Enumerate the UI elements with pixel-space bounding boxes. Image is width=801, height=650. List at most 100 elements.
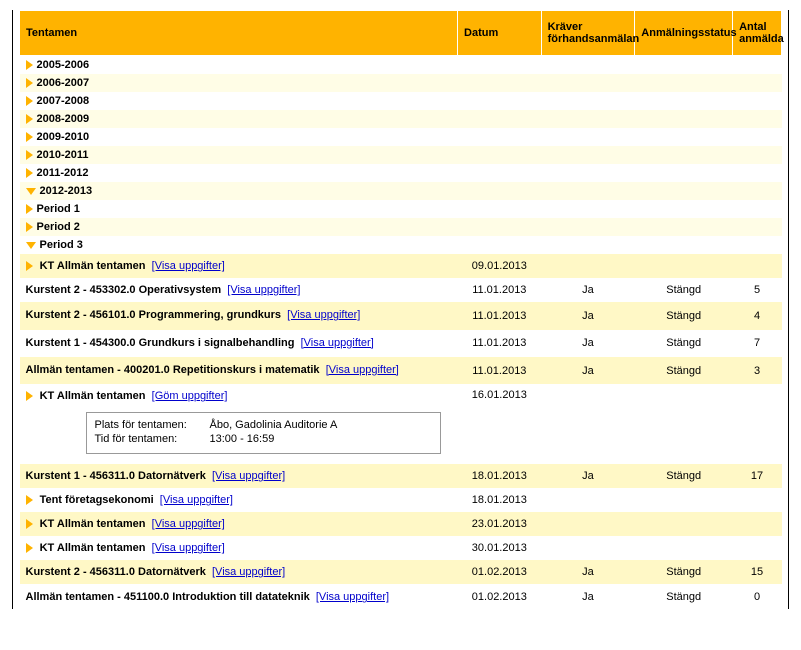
exam-count: 4 (733, 302, 782, 329)
exam-count: 15 (733, 560, 782, 584)
exam-row: Kurstent 2 - 456311.0 Datornätverk [Visa… (20, 560, 782, 584)
exam-row: Kurstent 1 - 454300.0 Grundkurs i signal… (20, 330, 782, 357)
details-place-value: Åbo, Gadolinia Auditorie A (210, 419, 338, 431)
expand-icon (26, 150, 33, 160)
exam-title: Allmän tentamen - 451100.0 Introduktion … (26, 591, 310, 603)
exam-status: Stängd (635, 278, 733, 302)
exam-count: 17 (733, 464, 782, 488)
collapse-icon (26, 188, 36, 195)
year-label: 2009-2010 (37, 131, 90, 143)
details-link[interactable]: [Visa uppgifter] (316, 591, 389, 603)
exam-title: Kurstent 1 - 454300.0 Grundkurs i signal… (26, 337, 295, 349)
year-label: 2006-2007 (37, 77, 90, 89)
period-row[interactable]: Period 1 (20, 200, 782, 218)
exam-details-box: Plats för tentamen: Åbo, Gadolinia Audit… (86, 412, 441, 454)
period-label: Period 1 (37, 203, 80, 215)
details-link[interactable]: [Visa uppgifter] (212, 470, 285, 482)
exam-krav (541, 254, 635, 278)
exam-date: 11.01.2013 (458, 278, 542, 302)
exam-date: 01.02.2013 (458, 584, 542, 608)
exam-count (733, 254, 782, 278)
year-label: 2007-2008 (37, 95, 90, 107)
details-link[interactable]: [Visa uppgifter] (212, 566, 285, 578)
col-datum: Datum (458, 11, 542, 56)
details-link[interactable]: [Visa uppgifter] (301, 337, 374, 349)
year-row-open[interactable]: 2012-2013 (20, 182, 782, 200)
exam-title: KT Allmän tentamen (40, 390, 146, 402)
hide-details-link[interactable]: [Göm uppgifter] (152, 390, 228, 402)
period-label: Period 2 (37, 221, 80, 233)
period-label: Period 3 (40, 239, 83, 251)
exam-title: KT Allmän tentamen (40, 542, 146, 554)
exam-row-expanded: KT Allmän tentamen [Göm uppgifter] 16.01… (20, 384, 782, 405)
details-link[interactable]: [Visa uppgifter] (152, 518, 225, 530)
year-row[interactable]: 2005-2006 (20, 56, 782, 75)
exam-count: 7 (733, 330, 782, 357)
period-row[interactable]: Period 2 (20, 218, 782, 236)
exam-count: 0 (733, 584, 782, 608)
exam-row: KT Allmän tentamen [Visa uppgifter] 23.0… (20, 512, 782, 536)
table-header-row: Tentamen Datum Kräver förhandsanmälan An… (20, 11, 782, 56)
exam-status (635, 254, 733, 278)
year-row[interactable]: 2006-2007 (20, 74, 782, 92)
expand-icon (26, 204, 33, 214)
exam-status: Stängd (635, 330, 733, 357)
exam-title: Tent företagsekonomi (40, 494, 154, 506)
col-tentamen: Tentamen (20, 11, 458, 56)
details-link[interactable]: [Visa uppgifter] (160, 494, 233, 506)
exam-title: KT Allmän tentamen (40, 260, 146, 272)
expand-icon (26, 96, 33, 106)
exam-krav: Ja (541, 560, 635, 584)
expand-icon (26, 78, 33, 88)
exam-status: Stängd (635, 357, 733, 384)
expand-icon (26, 519, 33, 529)
year-label: 2005-2006 (37, 59, 90, 71)
details-link[interactable]: [Visa uppgifter] (227, 284, 300, 296)
exam-row: Kurstent 2 - 456101.0 Programmering, gru… (20, 302, 782, 329)
col-antal: Antal anmälda (733, 11, 782, 56)
period-row-open[interactable]: Period 3 (20, 236, 782, 254)
details-link[interactable]: [Visa uppgifter] (287, 309, 360, 321)
exam-status: Stängd (635, 584, 733, 608)
content-frame: Tentamen Datum Kräver förhandsanmälan An… (12, 10, 789, 609)
exam-row: Kurstent 2 - 453302.0 Operativsystem [Vi… (20, 278, 782, 302)
year-row[interactable]: 2008-2009 (20, 110, 782, 128)
expand-icon (26, 495, 33, 505)
col-status: Anmälningsstatus (635, 11, 733, 56)
year-label: 2008-2009 (37, 113, 90, 125)
year-row[interactable]: 2007-2008 (20, 92, 782, 110)
exam-status: Stängd (635, 464, 733, 488)
details-place-label: Plats för tentamen: (95, 419, 210, 431)
expand-icon (26, 261, 33, 271)
year-label: 2010-2011 (37, 149, 89, 161)
exam-status: Stängd (635, 560, 733, 584)
exam-row: KT Allmän tentamen [Visa uppgifter] 09.0… (20, 254, 782, 278)
exam-row: Allmän tentamen - 400201.0 Repetitionsku… (20, 357, 782, 384)
expand-icon (26, 543, 33, 553)
details-link[interactable]: [Visa uppgifter] (152, 542, 225, 554)
expand-icon (26, 391, 33, 401)
exam-count: 5 (733, 278, 782, 302)
year-row[interactable]: 2009-2010 (20, 128, 782, 146)
exam-title: KT Allmän tentamen (40, 518, 146, 530)
year-label: 2012-2013 (40, 185, 93, 197)
exam-status: Stängd (635, 302, 733, 329)
exam-date: 18.01.2013 (458, 464, 542, 488)
details-time-label: Tid för tentamen: (95, 433, 210, 445)
exam-title: Kurstent 1 - 456311.0 Datornätverk (26, 470, 206, 482)
expand-icon (26, 222, 33, 232)
details-link[interactable]: [Visa uppgifter] (326, 364, 399, 376)
exam-krav: Ja (541, 464, 635, 488)
exam-date: 11.01.2013 (458, 330, 542, 357)
exam-row: Tent företagsekonomi [Visa uppgifter] 18… (20, 488, 782, 512)
exam-date: 30.01.2013 (458, 536, 542, 560)
details-link[interactable]: [Visa uppgifter] (152, 260, 225, 272)
exam-krav: Ja (541, 584, 635, 608)
col-kraver: Kräver förhandsanmälan (541, 11, 635, 56)
year-row[interactable]: 2011-2012 (20, 164, 782, 182)
exam-count: 3 (733, 357, 782, 384)
exam-row: Allmän tentamen - 451100.0 Introduktion … (20, 584, 782, 608)
exams-table: Tentamen Datum Kräver förhandsanmälan An… (19, 10, 782, 609)
exam-title: Kurstent 2 - 453302.0 Operativsystem (26, 284, 222, 296)
year-row[interactable]: 2010-2011 (20, 146, 782, 164)
